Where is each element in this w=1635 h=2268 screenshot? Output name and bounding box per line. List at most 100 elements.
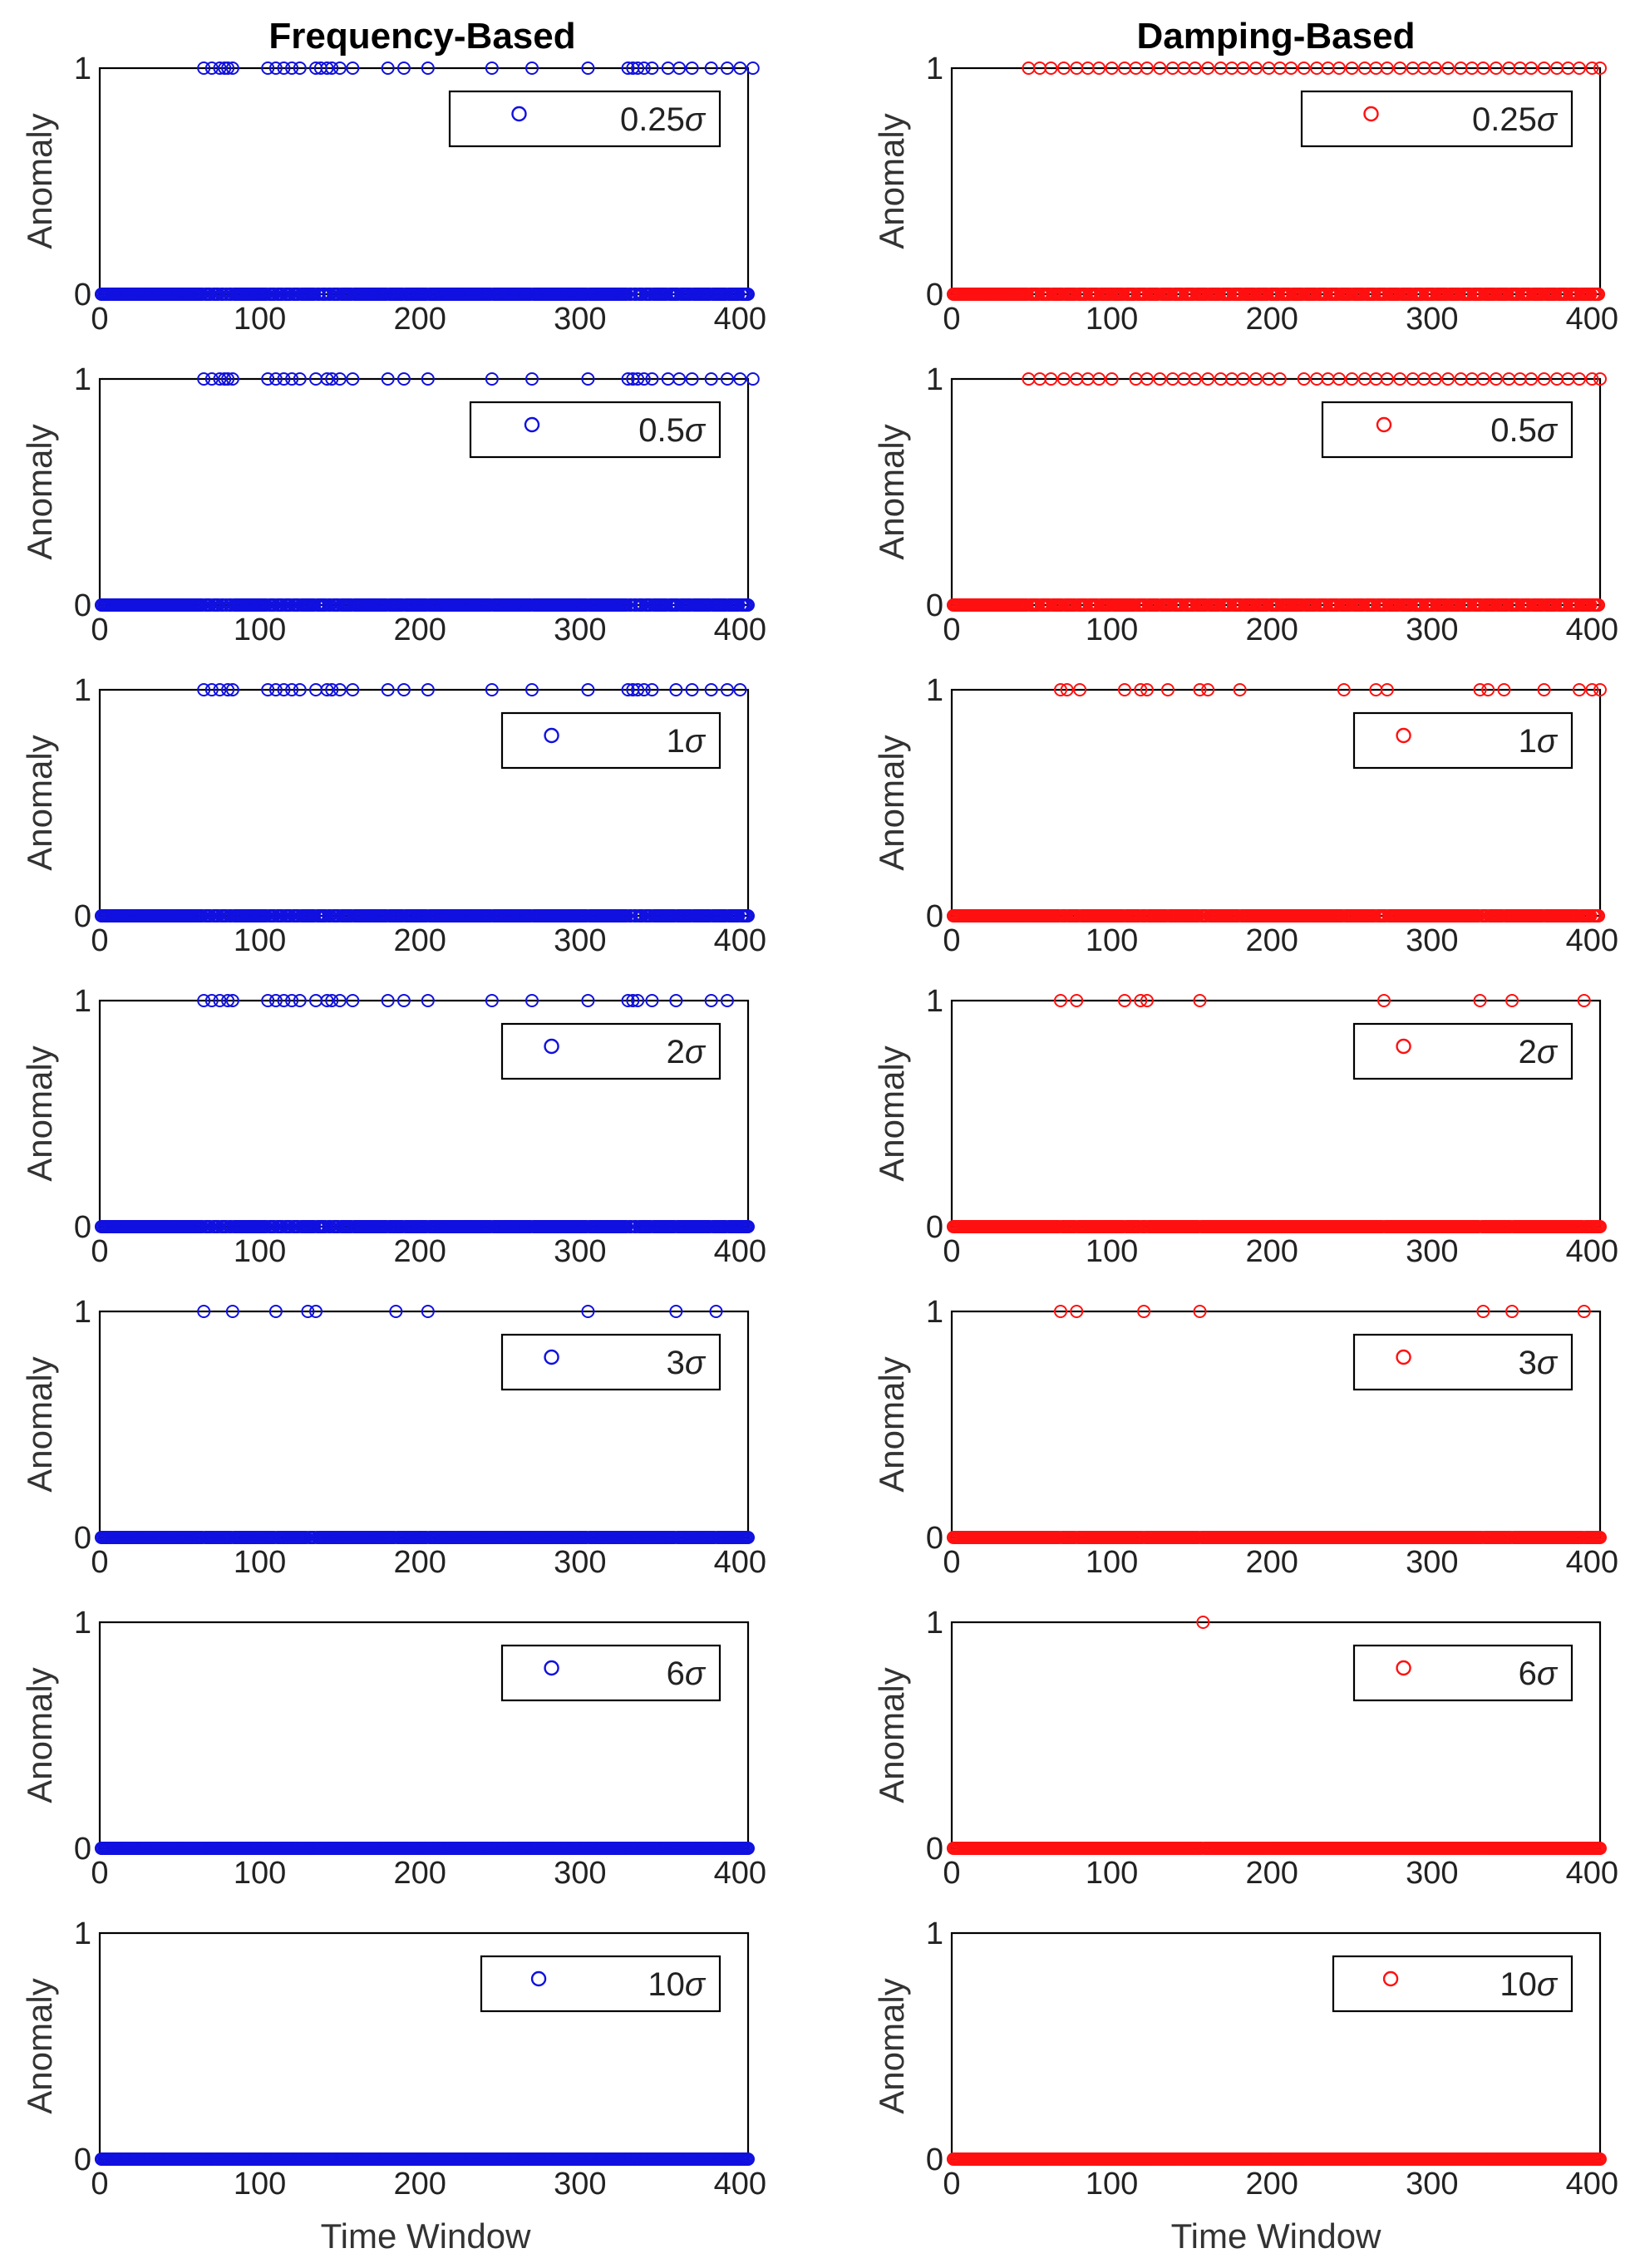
x-tick-label: 100 [234, 1545, 286, 1580]
data-point-anomaly [285, 372, 299, 386]
data-point-anomaly [421, 61, 435, 75]
y-tick-label: 1 [926, 52, 943, 86]
data-point-anomaly [704, 372, 718, 386]
y-tick-label: 0 [74, 1832, 91, 1867]
data-point-anomaly [733, 372, 747, 386]
x-tick-label: 300 [1406, 613, 1458, 647]
x-tick-label: 0 [943, 923, 960, 958]
legend-label: 1σ [667, 723, 707, 760]
y-tick-label: 0 [74, 278, 91, 312]
legend-label: 2σ [667, 1034, 707, 1070]
y-tick-label: 1 [926, 673, 943, 708]
legend: 2σ [500, 1022, 721, 1080]
data-point-anomaly [637, 61, 651, 75]
x-tick-label: 400 [714, 923, 766, 958]
x-tick-label: 0 [943, 613, 960, 647]
y-tick-label: 0 [74, 1210, 91, 1245]
data-point-anomaly [733, 61, 747, 75]
y-tick-label: 1 [926, 362, 943, 397]
data-point-anomaly [225, 61, 239, 75]
x-tick-label: 300 [554, 302, 606, 337]
y-axis-label: Anomaly [20, 113, 59, 248]
data-point-anomaly [581, 372, 595, 386]
y-tick-label: 0 [926, 278, 943, 312]
data-point-anomaly [261, 372, 275, 386]
data-point-anomaly [421, 683, 435, 696]
data-point-anomaly [325, 683, 339, 696]
data-point-anomaly [525, 61, 539, 75]
x-tick-label: 400 [1566, 613, 1618, 647]
x-tick-label: 300 [554, 923, 606, 958]
series-points [94, 994, 755, 1233]
y-tick-label: 1 [74, 52, 91, 86]
data-point-anomaly [268, 61, 283, 75]
data-point-anomaly [293, 61, 307, 75]
x-tick-label: 300 [1406, 1234, 1458, 1269]
data-point-anomaly [421, 372, 435, 386]
y-axis-label: Anomaly [872, 1356, 911, 1492]
data-point-anomaly [704, 683, 718, 696]
x-tick-label: 100 [1086, 1545, 1138, 1580]
x-tick-label: 400 [1566, 302, 1618, 337]
data-point-anomaly [720, 372, 734, 386]
y-tick-label: 1 [74, 1916, 91, 1951]
data-point-anomaly [637, 372, 651, 386]
legend: 1σ [1352, 711, 1573, 770]
data-point-anomaly [268, 372, 283, 386]
x-tick-label: 200 [393, 1234, 446, 1269]
y-tick-label: 1 [926, 984, 943, 1019]
x-tick-label: 200 [393, 2167, 446, 2202]
data-point-anomaly [285, 61, 299, 75]
legend: 10σ [480, 1955, 721, 2013]
data-point-anomaly [631, 683, 645, 696]
x-tick-label: 0 [91, 613, 108, 647]
data-point-anomaly [381, 61, 395, 75]
data-point-anomaly [346, 683, 360, 696]
data-point-anomaly [204, 372, 219, 386]
y-tick-label: 0 [74, 588, 91, 623]
x-tick-label: 100 [1086, 613, 1138, 647]
data-point-anomaly [213, 683, 227, 696]
data-point-anomaly [197, 372, 211, 386]
data-point-anomaly [293, 372, 307, 386]
series-points [94, 2152, 755, 2166]
y-tick-label: 0 [74, 1521, 91, 1556]
data-point-anomaly [261, 683, 275, 696]
data-point-anomaly [325, 61, 339, 75]
data-point-anomaly [720, 683, 734, 696]
y-tick-label: 0 [926, 899, 943, 934]
y-tick-label: 1 [926, 1295, 943, 1330]
data-point-anomaly [621, 61, 635, 75]
y-tick-label: 1 [74, 1295, 91, 1330]
x-tick-label: 400 [714, 302, 766, 337]
legend-box [448, 90, 721, 148]
data-point-anomaly [320, 683, 334, 696]
x-tick-label: 100 [234, 923, 286, 958]
x-tick-label: 200 [393, 613, 446, 647]
data-point-anomaly [277, 372, 291, 386]
data-point-zero [741, 598, 755, 612]
y-axis-label: Anomaly [20, 735, 59, 870]
data-point-anomaly [213, 372, 227, 386]
data-point-anomaly [261, 61, 275, 75]
data-point-anomaly [221, 683, 235, 696]
data-point-anomaly [396, 372, 411, 386]
x-tick-label: 200 [1245, 302, 1298, 337]
data-point-anomaly [332, 372, 347, 386]
x-tick-label: 400 [1566, 1545, 1618, 1580]
x-tick-label: 300 [1406, 302, 1458, 337]
legend-box [469, 401, 721, 459]
data-point-anomaly [645, 372, 659, 386]
data-point-anomaly [325, 372, 339, 386]
data-point-anomaly [332, 683, 347, 696]
data-point-anomaly [525, 372, 539, 386]
x-tick-label: 100 [1086, 302, 1138, 337]
x-tick-label: 200 [1245, 1234, 1298, 1269]
y-tick-label: 1 [74, 362, 91, 397]
x-tick-label: 100 [234, 1234, 286, 1269]
y-tick-label: 0 [926, 1521, 943, 1556]
data-point-anomaly [381, 372, 395, 386]
